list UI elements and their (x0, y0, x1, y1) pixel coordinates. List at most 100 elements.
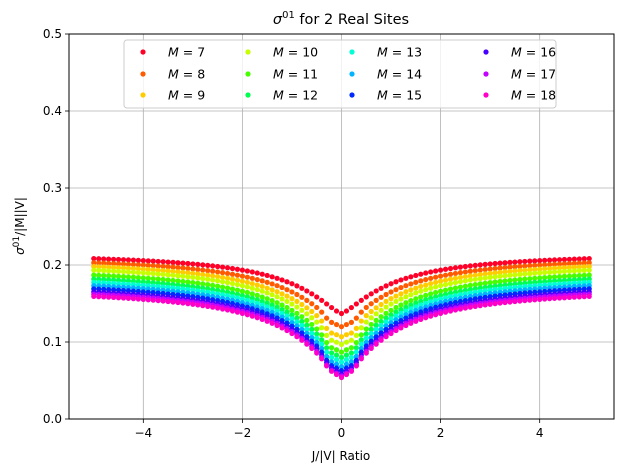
data-point (507, 272, 513, 278)
data-point (388, 312, 394, 318)
data-point (343, 308, 350, 314)
data-point (91, 255, 97, 262)
data-point (180, 260, 186, 266)
data-point (428, 285, 434, 291)
data-point (155, 258, 161, 265)
data-point (239, 310, 246, 316)
data-point (135, 257, 141, 263)
data-point (398, 325, 404, 331)
data-point (546, 296, 553, 302)
legend-marker (349, 71, 355, 77)
data-point (324, 339, 330, 346)
data-point (200, 281, 206, 287)
data-point (373, 330, 379, 336)
data-point (264, 300, 270, 306)
data-point (403, 322, 409, 329)
data-point (264, 290, 270, 296)
legend-entry: M = 12 (245, 88, 318, 103)
data-point (338, 354, 345, 361)
x-tick-label: −2 (234, 426, 252, 440)
data-point (433, 294, 439, 300)
data-point (140, 270, 146, 276)
data-point (215, 263, 221, 270)
data-point (363, 331, 369, 337)
data-point (388, 301, 394, 307)
data-point (532, 266, 538, 273)
data-point (532, 297, 538, 303)
data-point (249, 285, 255, 291)
data-point (408, 287, 414, 293)
data-point (274, 294, 280, 300)
data-point (145, 270, 151, 276)
data-point (462, 305, 468, 311)
data-point (120, 295, 127, 301)
data-point (294, 283, 300, 289)
data-point (96, 272, 102, 278)
data-point (309, 308, 315, 315)
data-point (294, 310, 300, 316)
data-point (289, 289, 295, 295)
data-point (532, 270, 538, 276)
data-point (442, 287, 449, 293)
data-point (254, 300, 260, 306)
data-point (358, 318, 364, 324)
data-point (517, 267, 523, 274)
data-point (442, 272, 449, 278)
data-point (462, 274, 468, 280)
data-point (551, 265, 558, 271)
data-point (319, 297, 325, 303)
data-point (205, 262, 211, 268)
y-tick-label: 0.3 (43, 181, 62, 195)
data-point (363, 335, 369, 341)
data-point (299, 318, 305, 325)
data-point (447, 308, 454, 314)
data-point (110, 260, 117, 267)
data-point (487, 261, 493, 267)
data-point (502, 269, 508, 275)
data-point (239, 273, 246, 279)
data-point (442, 277, 449, 283)
data-point (140, 262, 146, 268)
data-point (190, 261, 196, 267)
data-point (333, 308, 340, 314)
data-point (542, 257, 548, 263)
data-point (467, 277, 473, 283)
data-point (91, 260, 97, 266)
data-point (234, 266, 241, 272)
data-point (165, 277, 171, 283)
data-point (581, 260, 587, 266)
data-point (219, 264, 226, 270)
data-point (398, 284, 404, 291)
data-point (180, 265, 186, 271)
data-point (274, 304, 280, 310)
data-point (467, 273, 473, 279)
data-point (561, 295, 568, 301)
data-point (279, 277, 285, 283)
data-point (348, 330, 355, 336)
data-point (452, 275, 459, 281)
data-point (507, 264, 513, 270)
data-point (566, 256, 573, 262)
data-point (437, 273, 444, 279)
data-point (289, 307, 295, 313)
data-point (452, 270, 459, 277)
data-point (264, 279, 270, 285)
data-point (115, 273, 122, 279)
data-point (348, 345, 355, 351)
data-point (309, 301, 315, 307)
data-point (512, 298, 518, 305)
data-point (333, 361, 340, 367)
data-point (502, 264, 508, 271)
data-point (457, 284, 464, 290)
data-point (101, 294, 107, 300)
data-point (581, 272, 587, 278)
data-point (413, 296, 419, 302)
data-point (299, 337, 305, 343)
data-point (279, 306, 285, 313)
data-point (497, 260, 503, 266)
data-point (115, 295, 122, 301)
data-point (487, 274, 493, 280)
data-point (244, 289, 250, 296)
data-point (333, 371, 340, 378)
data-point (328, 350, 335, 356)
